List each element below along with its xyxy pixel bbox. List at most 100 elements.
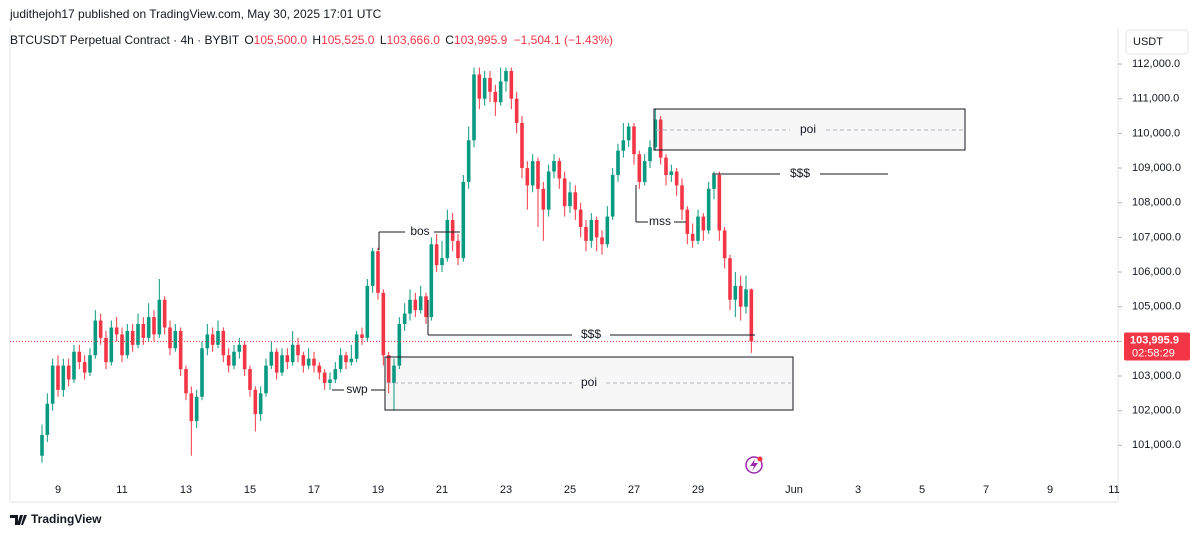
last-price-tag [1124,332,1190,361]
y-tick-label: 103,000.0 [1132,370,1181,382]
candle-body [168,327,172,349]
change: −1,504.1 (−1.43%) [513,33,614,47]
candles [40,67,754,463]
y-tick-label: 101,000.0 [1132,439,1181,451]
candle-body [658,119,663,158]
x-tick-label: 3 [855,484,861,496]
candle-body [136,324,140,345]
candle-body [365,285,370,338]
candle-body [664,157,668,175]
candle-body [493,91,498,103]
candle-body [392,365,396,383]
last-price-label: 103,995.9 [1130,334,1179,346]
x-tick-label: 15 [244,484,256,496]
candle-body [749,289,754,342]
ohlc-value: 103,995.9 [453,33,508,47]
candle-body [434,244,439,266]
candle-body [552,161,556,172]
candle-body [354,334,359,359]
annotation-label: bos [410,224,429,238]
candle-body [525,168,530,186]
candle-body [61,365,66,390]
candle-body [290,344,295,363]
candle-body [333,369,338,380]
y-tick-label: 102,000.0 [1132,405,1181,417]
candle-body [50,365,55,404]
candle-body [162,299,167,328]
candle-body [200,348,204,397]
candle-body [722,230,727,259]
candle-body [264,365,268,394]
candle-body [306,358,311,366]
candle-body [312,358,316,366]
candle-body [285,355,290,363]
candle-body [488,77,492,92]
candle-body [738,285,743,307]
candle-body [120,334,124,356]
ohlc-value: 103,666.0 [386,33,440,47]
candle-body [701,216,706,231]
candle-body [573,192,578,210]
candle-body [205,334,210,349]
candle-body [482,77,487,99]
candle-body [690,233,695,241]
candle-body [536,161,540,189]
candle-body [221,330,226,356]
y-tick-label: 107,000.0 [1132,231,1181,243]
candle-body [344,355,348,363]
candle-body [237,344,242,352]
x-tick-label: 17 [308,484,320,496]
candle-body [370,251,375,286]
candle-body [418,296,423,311]
candle-body [589,220,594,241]
candle-body [498,81,503,103]
candle-body [178,330,183,370]
candle-body [56,365,60,390]
candle-body [93,320,98,356]
ohlc-label: C [445,33,454,47]
candle-body [584,226,588,241]
candle-body [440,258,444,266]
candle-body [680,185,684,210]
candle-body [605,216,610,245]
x-tick-label: 11 [1108,484,1119,496]
annotation-label: $$$ [790,166,810,180]
ohlc-label: H [312,33,322,47]
candle-body [562,178,567,207]
logo-mark [10,515,27,525]
candle-body [317,365,322,373]
candle-body [82,362,87,373]
candle-body [610,174,615,217]
candle-body [445,220,450,259]
candle-body [146,317,151,338]
currency-box[interactable] [1125,29,1189,55]
candle-body [216,330,220,345]
y-tick-label: 110,000.0 [1132,127,1180,139]
annotation-label: mss [649,214,671,228]
candle-body [253,389,258,415]
candle-body [402,313,407,325]
x-tick-label: 29 [692,484,704,496]
symbol: BTCUSDT Perpetual Contract · 4h · BYBIT [10,33,239,47]
publish-line: judithejoh17 published on TradingView.co… [10,7,382,21]
candle-body [653,119,658,148]
candle-body [280,355,284,373]
y-tick-label: 111,000.0 [1132,93,1179,105]
candle-body [578,209,583,227]
candle-body [173,330,178,349]
candle-body [648,147,652,162]
candle-body [626,126,631,141]
candle-body [712,174,716,189]
x-tick-label: 13 [180,484,192,496]
candle-body [477,74,482,99]
candle-body [424,296,428,318]
candle-body [125,330,130,356]
candle-body [40,434,44,456]
candle-body [184,369,188,394]
candle-body [733,285,738,300]
symbol-header: BTCUSDT Perpetual Contract · 4h · BYBIT … [10,33,613,47]
candle-body [413,299,418,311]
candle-body [152,317,156,335]
